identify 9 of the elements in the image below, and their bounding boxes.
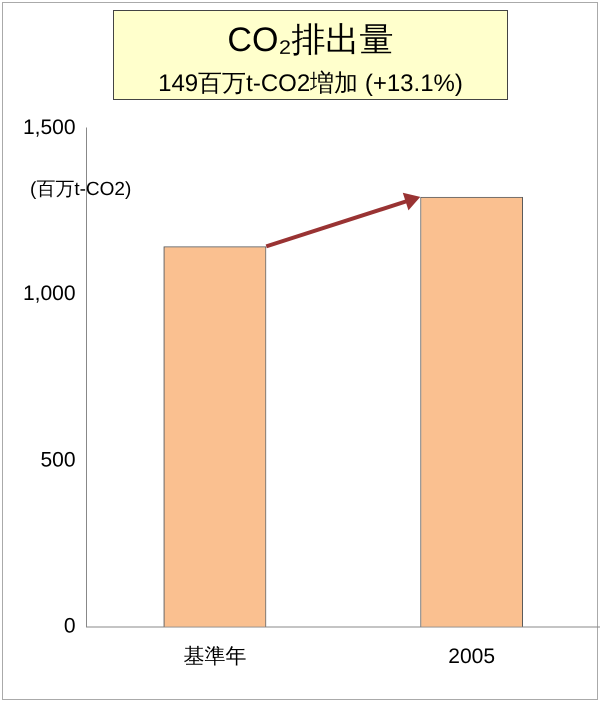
chart-title: CO₂排出量 [226, 20, 395, 61]
x-tick-label: 基準年 [183, 645, 246, 668]
x-tick-label: 2005 [448, 645, 495, 668]
chart-subtitle: 149百万t-CO2増加 (+13.1%) [157, 69, 464, 99]
y-tick-label: 1,000 [22, 282, 76, 306]
y-axis-title: (百万t-CO2) [30, 178, 132, 202]
y-tick-label: 0 [64, 614, 76, 638]
y-tick-label: 500 [40, 448, 76, 472]
y-tick-label: 1,500 [22, 116, 76, 139]
